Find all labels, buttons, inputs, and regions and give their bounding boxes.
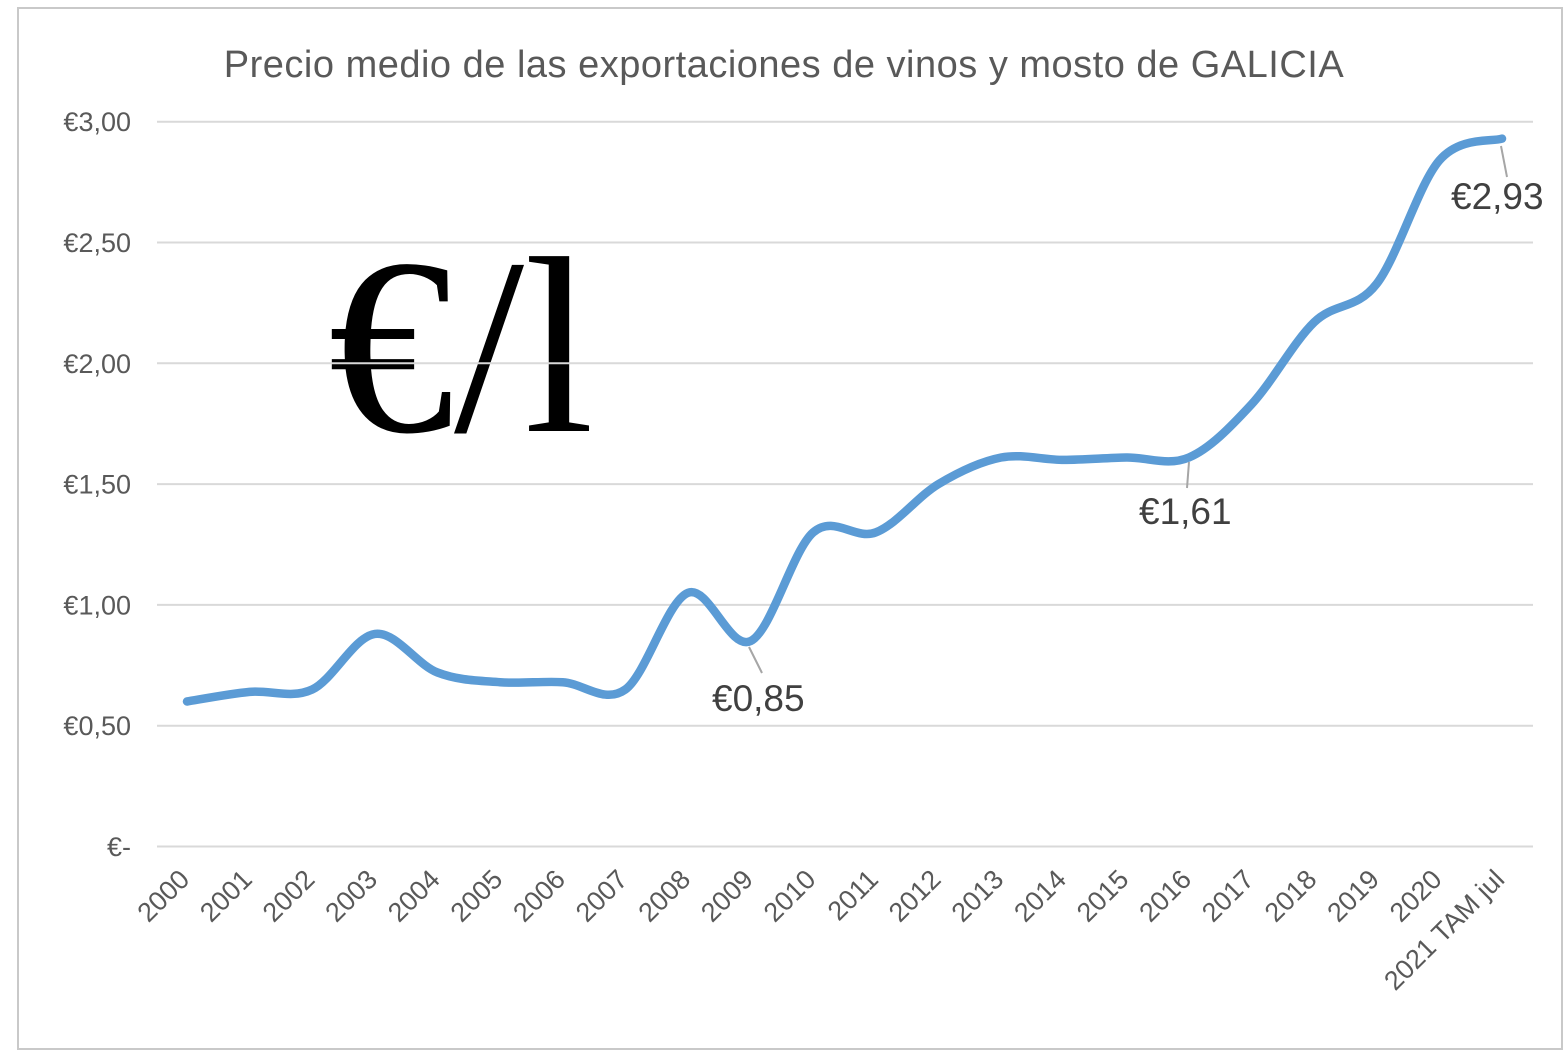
x-axis-tick-label: 2007 <box>570 864 634 928</box>
y-axis-tick-label: €1,50 <box>63 470 131 500</box>
x-axis-tick-label: 2004 <box>382 864 446 928</box>
x-axis-tick-label: 2015 <box>1071 864 1135 928</box>
data-label-leader-line <box>1500 145 1508 178</box>
x-axis-tick-label: 2009 <box>695 864 759 928</box>
x-axis-tick-label: 2012 <box>883 864 947 928</box>
x-axis-tick-label: 2010 <box>758 864 822 928</box>
y-axis-tick-label: €- <box>107 832 131 862</box>
x-axis-tick-label: 2002 <box>257 864 321 928</box>
data-label-annotations: €0,85 €1,61 €2,93 <box>712 145 1544 719</box>
x-axis-tick-label: 2003 <box>319 864 383 928</box>
x-axis-tick-label: 2001 <box>194 864 258 928</box>
x-axis-tick-label: 2016 <box>1133 864 1197 928</box>
y-axis-tick-label: €3,00 <box>63 107 131 137</box>
x-axis-tick-label: 2000 <box>132 864 196 928</box>
x-axis-tick-label: 2008 <box>633 864 697 928</box>
x-axis-tick-label: 2014 <box>1008 864 1072 928</box>
series-line <box>182 134 1507 706</box>
x-axis-tick-label: 2013 <box>946 864 1010 928</box>
data-label-leader-line <box>748 646 763 674</box>
x-axis-tick-label: 2018 <box>1259 864 1323 928</box>
x-axis-tick-label: 2019 <box>1321 864 1385 928</box>
data-label-leader-line <box>1186 461 1190 489</box>
chart-title: Precio medio de las exportaciones de vin… <box>223 44 1345 86</box>
y-axis-tick-label: €1,00 <box>63 590 131 620</box>
x-axis-tick-label: 2017 <box>1196 864 1260 928</box>
x-axis-tick-label: 2011 <box>822 864 884 926</box>
y-axis-tick-label: €2,50 <box>63 228 131 258</box>
data-label: €1,61 <box>1139 491 1232 532</box>
data-label: €0,85 <box>712 678 805 719</box>
gridlines <box>157 120 1533 848</box>
y-axis-tick-label: €2,00 <box>63 349 131 379</box>
unit-annotation: €/l <box>328 206 595 486</box>
y-axis-labels: €3,00 €2,50 €2,00 €1,50 €1,00 €0,50 €- <box>63 107 131 862</box>
y-axis-tick-label: €0,50 <box>63 711 131 741</box>
x-axis-tick-label: 2006 <box>507 864 571 928</box>
x-axis-tick-label: 2005 <box>445 864 509 928</box>
data-label: €2,93 <box>1451 176 1544 217</box>
